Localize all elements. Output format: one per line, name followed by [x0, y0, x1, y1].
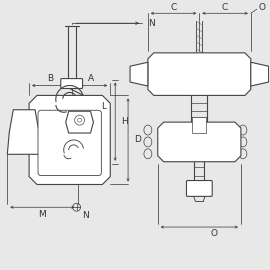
Ellipse shape — [77, 118, 82, 122]
Polygon shape — [66, 111, 93, 133]
Text: D: D — [134, 136, 141, 144]
Polygon shape — [29, 95, 110, 184]
Text: A: A — [88, 74, 94, 83]
Text: M: M — [39, 210, 46, 219]
Text: O: O — [211, 230, 218, 238]
FancyBboxPatch shape — [38, 110, 101, 176]
Ellipse shape — [12, 131, 26, 149]
Polygon shape — [130, 62, 148, 86]
Text: O: O — [259, 3, 266, 12]
Text: C: C — [170, 3, 177, 12]
Text: N: N — [82, 211, 89, 220]
Text: 2 t: 2 t — [50, 131, 89, 155]
FancyBboxPatch shape — [187, 181, 212, 196]
FancyBboxPatch shape — [193, 117, 206, 133]
FancyBboxPatch shape — [61, 79, 83, 89]
Text: 2t: 2t — [62, 114, 69, 119]
Text: C: C — [222, 3, 228, 12]
Polygon shape — [148, 53, 251, 95]
Text: L: L — [101, 102, 106, 111]
Text: H: H — [121, 117, 128, 126]
Polygon shape — [158, 122, 241, 162]
Polygon shape — [7, 110, 41, 154]
Text: N: N — [148, 19, 155, 28]
Text: B: B — [47, 74, 53, 83]
Polygon shape — [251, 62, 269, 86]
